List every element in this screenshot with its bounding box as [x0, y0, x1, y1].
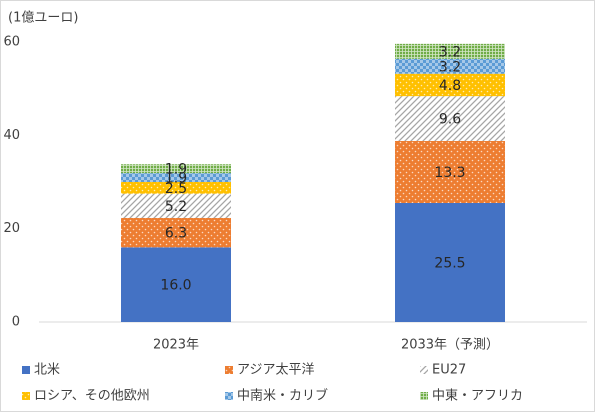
legend-label: ロシア、その他欧州: [34, 389, 150, 404]
bar-segment: [395, 43, 505, 59]
y-tick-label: 60: [3, 35, 20, 50]
bar-segment: [395, 203, 505, 322]
legend-swatch: [22, 366, 30, 374]
legend-swatch: [22, 392, 30, 400]
data-label: 4.8: [439, 78, 461, 94]
bar-segment: [395, 58, 505, 74]
legend-label: 中南米・カリブ: [237, 388, 328, 404]
data-label: 1.9: [165, 171, 187, 187]
bar-segment: [121, 193, 231, 218]
x-tick-label: 2023年: [153, 338, 199, 353]
bar-segment: [121, 217, 231, 248]
bar-segment: [395, 140, 505, 203]
data-label: 13.3: [434, 165, 465, 181]
y-tick-label: 20: [3, 221, 20, 236]
data-label: 16.0: [160, 278, 191, 294]
data-label: 1.9: [165, 162, 187, 178]
legend-label: 北米: [34, 363, 60, 378]
y-tick-label: 40: [3, 128, 20, 143]
bar-segment: [395, 96, 505, 141]
bar-segment: [121, 247, 231, 322]
data-label: 25.5: [434, 256, 465, 272]
data-label: 2.5: [165, 181, 187, 197]
data-label: 3.2: [439, 59, 461, 75]
legend-label: アジア太平洋: [237, 363, 314, 378]
bar-segment: [121, 182, 231, 194]
data-label: 6.3: [165, 226, 187, 242]
legend-swatch: [420, 366, 428, 374]
data-label: 5.2: [165, 199, 187, 215]
x-tick-label: 2033年（予測）: [401, 338, 499, 353]
legend-swatch: [225, 366, 233, 374]
legend-label: 中東・アフリカ: [432, 388, 523, 404]
y-tick-label: 0: [12, 315, 20, 330]
data-label: 3.2: [439, 44, 461, 60]
bar-segment: [121, 164, 231, 174]
data-label: 9.6: [439, 112, 461, 128]
bar-segment: [395, 73, 505, 97]
bar-segment: [121, 173, 231, 182]
legend-swatch: [225, 392, 233, 400]
legend-label: EU27: [432, 363, 466, 378]
unit-label: (1億ユーロ): [8, 10, 78, 26]
legend-swatch: [420, 392, 428, 400]
